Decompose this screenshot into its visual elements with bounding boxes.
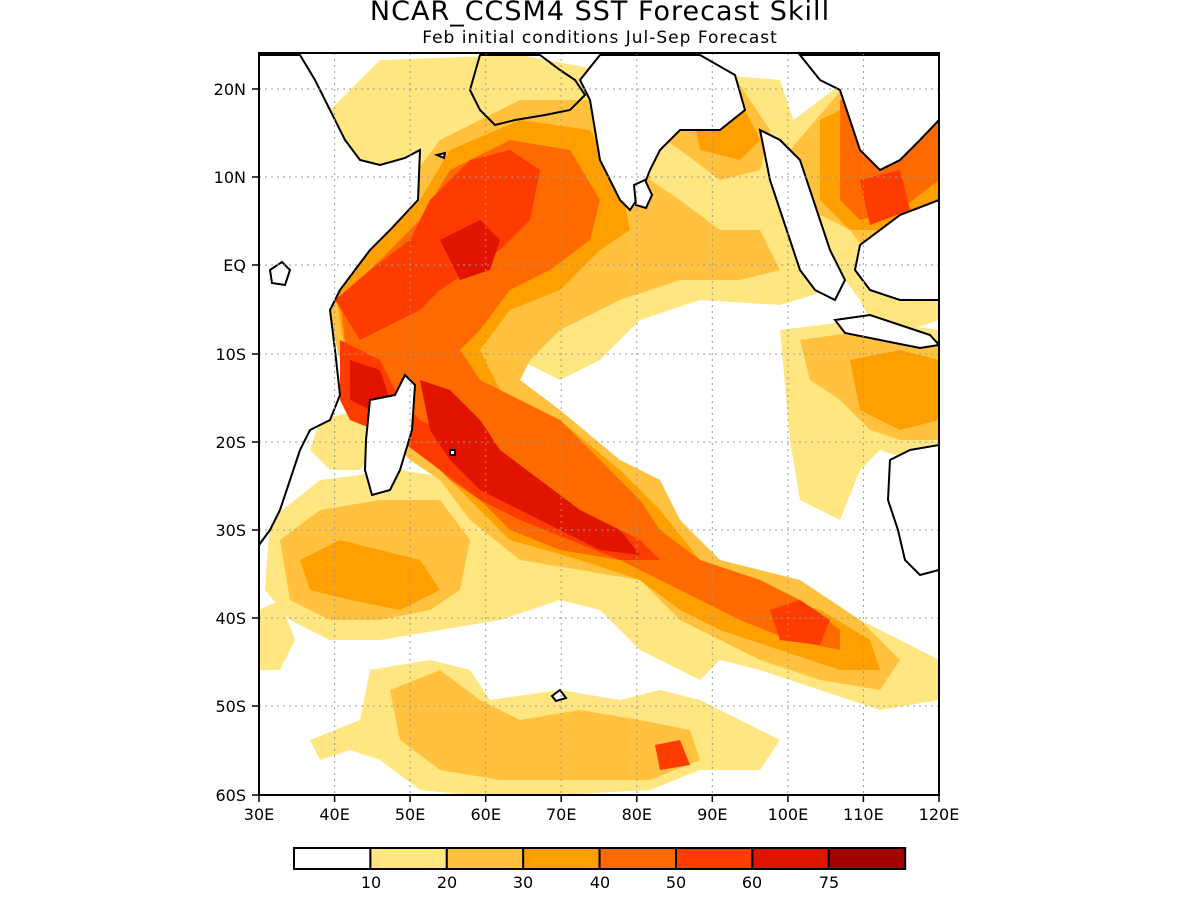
madagascar bbox=[363, 373, 417, 497]
colorbar-label: 40 bbox=[590, 873, 610, 892]
arabia-coast bbox=[468, 54, 587, 127]
colorbar-label: 10 bbox=[361, 873, 381, 892]
lat-label: 10N bbox=[214, 168, 246, 187]
lat-label: 40S bbox=[215, 609, 246, 628]
lon-label: 70E bbox=[546, 805, 576, 824]
colorbar-boxes bbox=[293, 847, 907, 870]
lon-label: 100E bbox=[768, 805, 809, 824]
colorbar-box bbox=[293, 847, 372, 870]
skill-50-60 bbox=[335, 150, 910, 770]
lat-label: 50S bbox=[215, 697, 246, 716]
lat-label: 10S bbox=[215, 345, 246, 364]
map-subtitle: Feb initial conditions Jul-Sep Forecast bbox=[422, 28, 778, 48]
colorbar-labels: 10 20 30 40 50 60 75 bbox=[361, 873, 839, 892]
colorbar-box bbox=[445, 847, 525, 870]
colorbar-box bbox=[598, 847, 677, 870]
colorbar-box bbox=[522, 847, 601, 870]
axis-ticks bbox=[252, 88, 940, 802]
socotra bbox=[433, 151, 447, 160]
lon-label: 80E bbox=[622, 805, 652, 824]
lon-label: 30E bbox=[244, 805, 274, 824]
lat-label: 20S bbox=[215, 433, 246, 452]
mauritius bbox=[449, 449, 456, 456]
colorbar-box bbox=[369, 847, 448, 870]
lat-label: 20N bbox=[214, 80, 246, 99]
map-frame bbox=[258, 52, 940, 796]
colorbar-label: 20 bbox=[437, 873, 457, 892]
colorbar-label: 60 bbox=[742, 873, 762, 892]
longitude-labels: 30E 40E 50E 60E 70E 80E 90E 100E 110E 12… bbox=[244, 805, 960, 824]
borneo bbox=[853, 198, 939, 301]
lat-label: 30S bbox=[215, 521, 246, 540]
kerguelen bbox=[550, 688, 568, 703]
colorbar-box bbox=[675, 847, 754, 870]
colorbar-box bbox=[751, 847, 830, 870]
southeast-asia-coast bbox=[758, 128, 847, 302]
lon-label: 90E bbox=[697, 805, 727, 824]
gridlines bbox=[259, 53, 939, 795]
indochina-coast bbox=[797, 54, 939, 172]
colorbar-label: 75 bbox=[819, 873, 839, 892]
java-coast bbox=[833, 313, 939, 350]
sri-lanka bbox=[632, 178, 654, 210]
colorbar-label: 30 bbox=[513, 873, 533, 892]
lat-label: 60S bbox=[215, 786, 246, 805]
lon-label: 110E bbox=[843, 805, 884, 824]
lon-label: 120E bbox=[919, 805, 960, 824]
australia-coast bbox=[886, 443, 939, 577]
latitude-labels: 20N 10N EQ 10S 20S 30S 40S 50S 60S bbox=[214, 80, 246, 805]
colorbar: 10 20 30 40 50 60 75 bbox=[293, 847, 907, 892]
colorbar-label: 50 bbox=[666, 873, 686, 892]
lon-label: 60E bbox=[470, 805, 500, 824]
lat-label: EQ bbox=[223, 256, 246, 275]
lon-label: 40E bbox=[319, 805, 349, 824]
lake-victoria bbox=[268, 260, 292, 287]
colorbar-box bbox=[827, 847, 907, 870]
map-title: NCAR_CCSM4 SST Forecast Skill bbox=[369, 0, 831, 27]
lon-label: 50E bbox=[395, 805, 425, 824]
